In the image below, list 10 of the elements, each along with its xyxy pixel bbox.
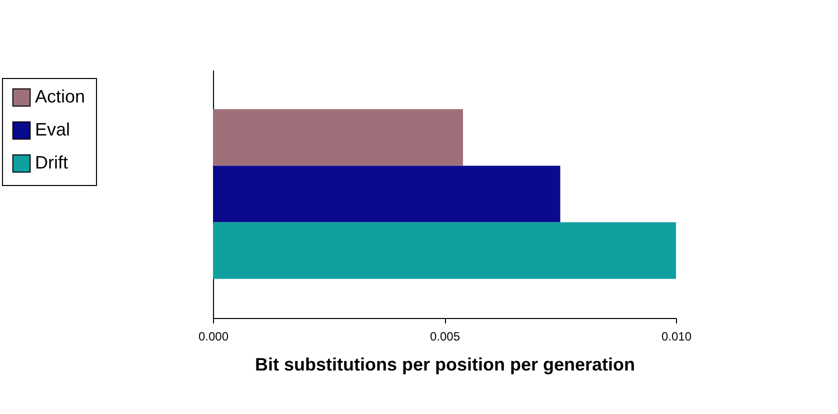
x-tick-label: 0.000 (198, 330, 229, 344)
legend-label: Drift (35, 152, 68, 172)
bar (213, 222, 676, 279)
x-tick-label: 0.005 (430, 330, 460, 344)
x-tick-label: 0.010 (661, 330, 692, 344)
bar (213, 166, 560, 222)
bar (213, 109, 464, 166)
legend-label: Action (35, 86, 86, 106)
legend-label: Eval (35, 120, 70, 140)
x-axis-title: Bit substitutions per position per generation (254, 354, 636, 374)
